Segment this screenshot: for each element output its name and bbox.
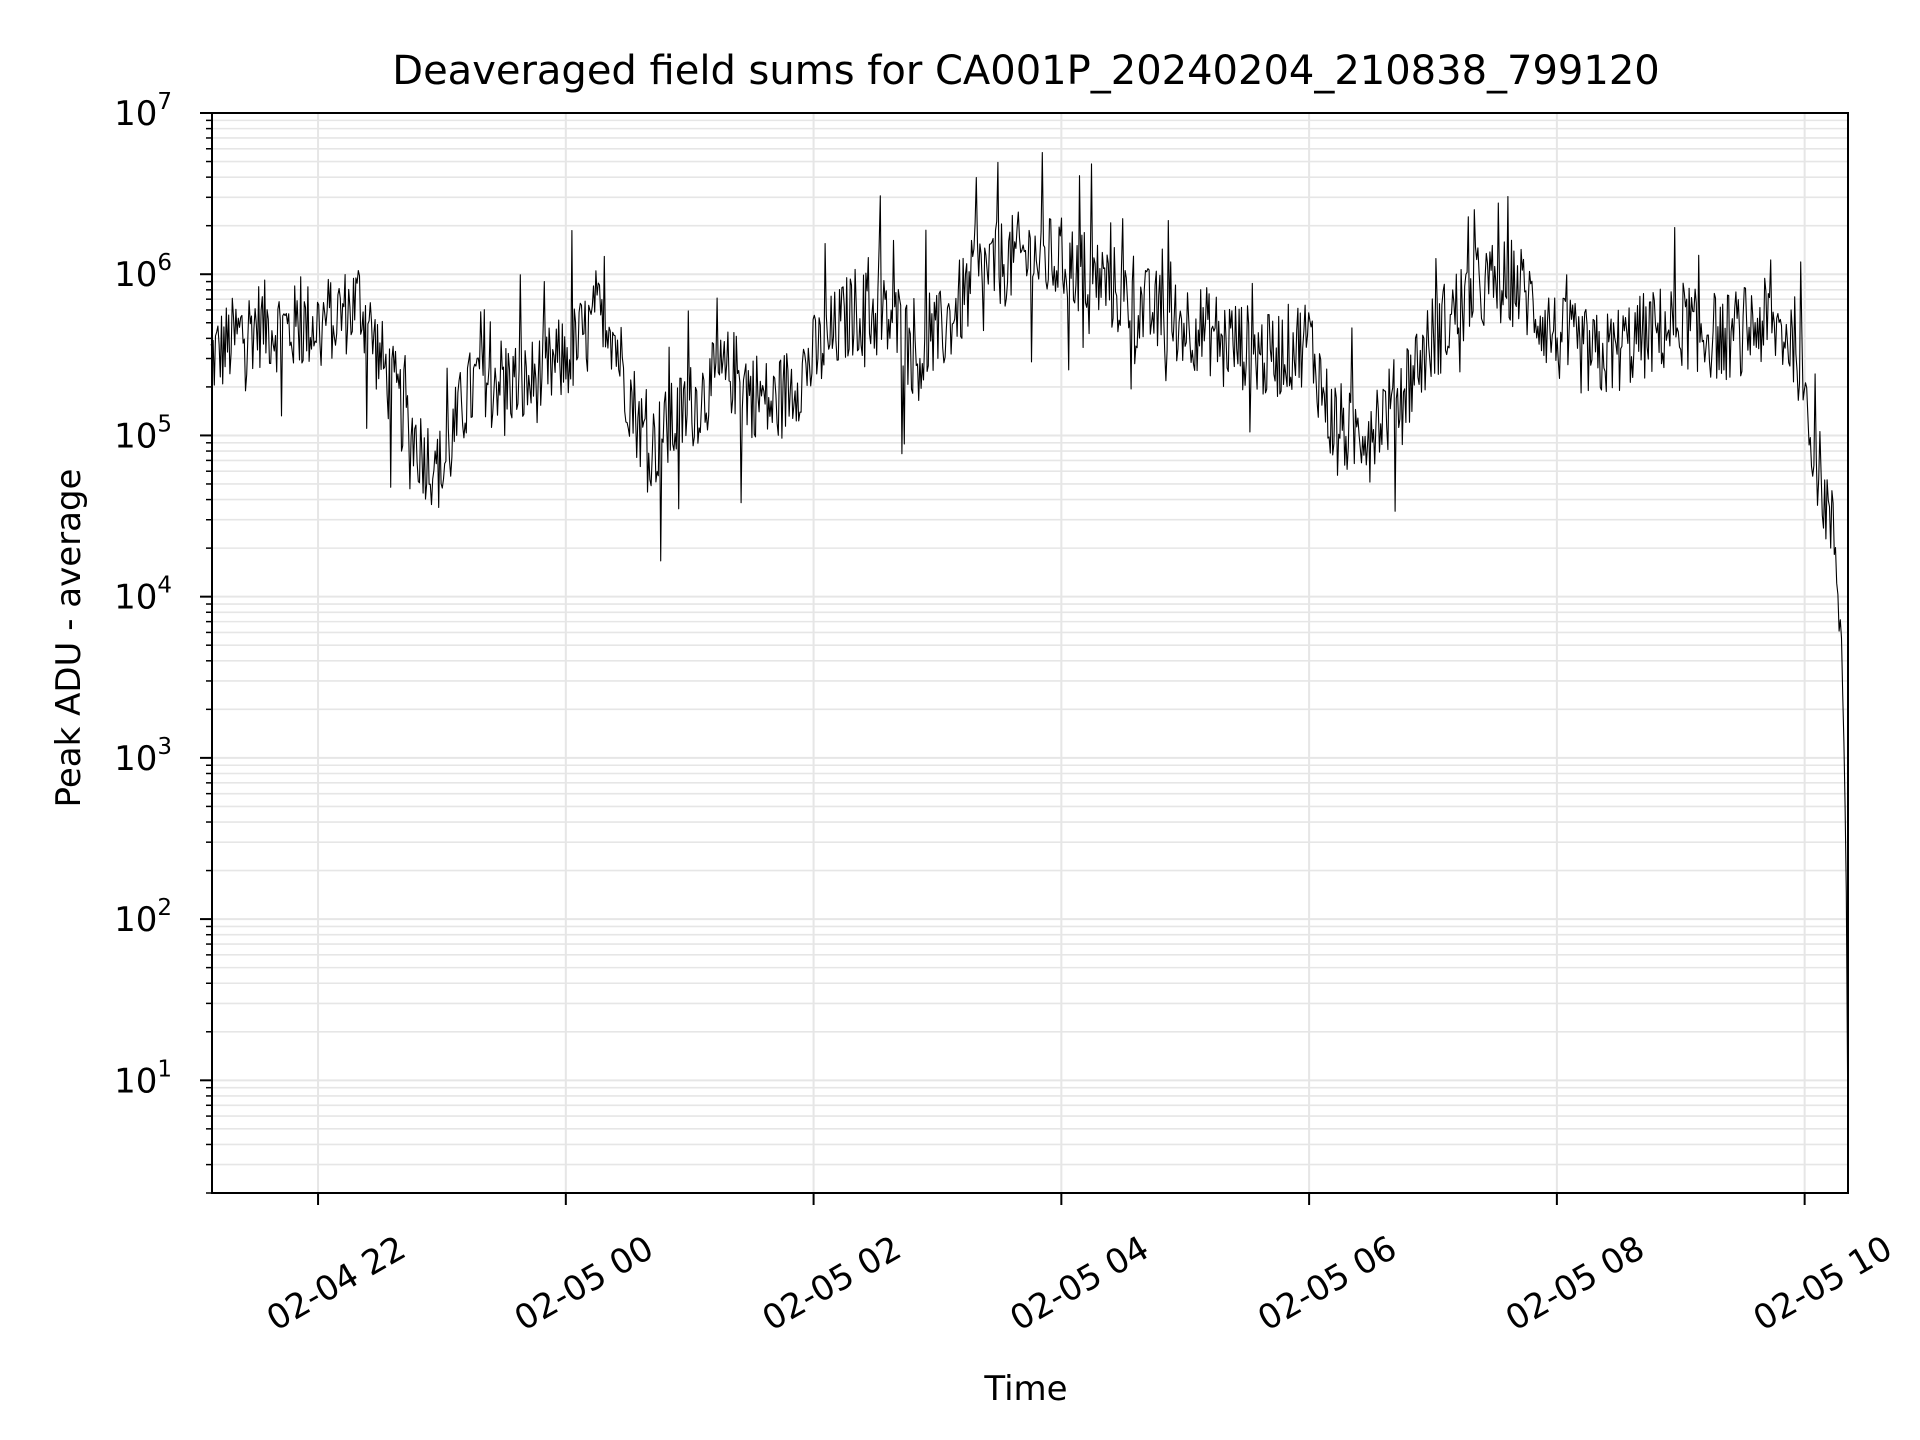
- y-tick-exponent: 5: [157, 411, 172, 437]
- series-layer: [210, 151, 1849, 1145]
- y-tick-label: 105: [114, 411, 172, 456]
- y-tick-label: 107: [114, 89, 172, 134]
- y-tick-exponent: 6: [157, 250, 172, 276]
- y-tick-exponent: 2: [157, 895, 172, 921]
- y-tick-exponent: 4: [157, 573, 172, 599]
- y-tick-exponent: 3: [157, 734, 172, 760]
- y-tick-label: 104: [114, 573, 172, 618]
- y-tick-base: 10: [114, 900, 157, 940]
- grid: [212, 113, 1848, 1194]
- y-tick-base: 10: [114, 94, 157, 134]
- y-tick-base: 10: [114, 739, 157, 779]
- y-tick-base: 10: [114, 416, 157, 456]
- y-tick-label: 106: [114, 250, 172, 295]
- y-tick-label: 103: [114, 734, 172, 779]
- plot-area-frame: [211, 112, 1849, 1194]
- x-axis-label: Time: [983, 1369, 1067, 1409]
- series-line: [210, 151, 1849, 1145]
- y-tick-base: 10: [114, 578, 157, 618]
- y-tick-exponent: 1: [157, 1056, 172, 1082]
- chart-title: Deaveraged field sums for CA001P_2024020…: [392, 48, 1659, 94]
- y-tick-base: 10: [114, 1061, 157, 1101]
- y-tick-label: 101: [114, 1056, 172, 1101]
- y-axis-label: Peak ADU - average: [49, 469, 89, 808]
- y-tick-base: 10: [114, 255, 157, 295]
- y-tick-exponent: 7: [157, 89, 172, 115]
- y-tick-label: 102: [114, 895, 172, 940]
